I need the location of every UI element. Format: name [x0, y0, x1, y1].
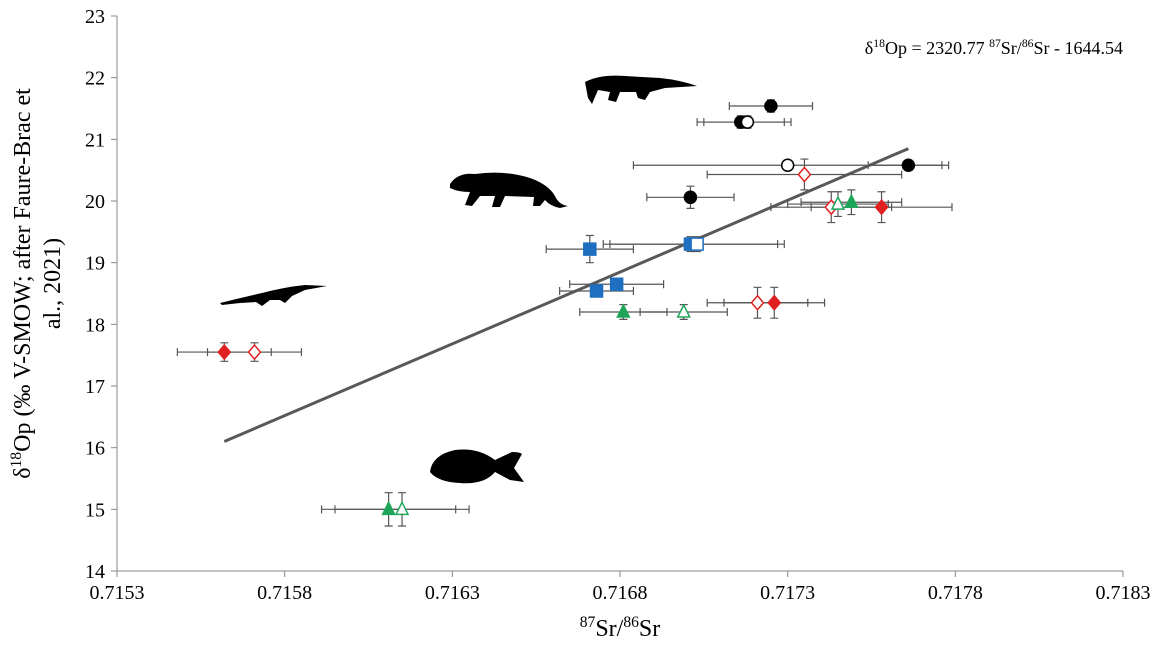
fish-silhouette	[430, 449, 524, 484]
superscript: 18	[8, 452, 25, 468]
data-point	[247, 343, 262, 361]
data-point	[381, 500, 396, 516]
text-part: Sr/	[1001, 38, 1022, 58]
y-tick-label: 14	[85, 561, 105, 583]
y-tick-label: 22	[85, 68, 105, 90]
y-tick-label: 19	[85, 253, 105, 275]
text-part: Op = 2320.77	[885, 38, 989, 58]
trendline	[223, 147, 909, 443]
data-point	[830, 195, 846, 210]
y-tick-label: 20	[85, 191, 105, 213]
data-point	[780, 158, 795, 172]
y-tick-label: 23	[85, 6, 105, 28]
text-part: δ	[865, 38, 873, 58]
y-tick-label: 18	[85, 314, 105, 336]
data-point	[394, 500, 410, 516]
equation: δ18Op = 2320.77 87Sr/86Sr - 1644.54	[865, 37, 1123, 58]
x-tick-label: 0.7173	[760, 582, 815, 604]
data-point	[690, 237, 704, 251]
crocodile-silhouette	[585, 75, 697, 104]
text-part: Sr	[639, 616, 660, 642]
x-tick-label: 0.7153	[90, 582, 145, 604]
x-tick-label: 0.7178	[928, 582, 983, 604]
x-tick-label: 0.7158	[257, 582, 312, 604]
y-tick-label: 21	[85, 129, 105, 151]
y-axis-label: al., 2021)	[40, 238, 66, 329]
data-point	[683, 190, 698, 205]
y-axis-label: δ18Op (‰ V-SMOW; after Faure-Brac et	[8, 88, 36, 479]
data-point	[217, 343, 232, 361]
data-point	[901, 158, 916, 172]
x-tick-label: 0.7183	[1096, 582, 1151, 604]
mammal-silhouette	[450, 172, 568, 208]
data-point	[589, 284, 604, 298]
data-point	[740, 115, 755, 129]
superscript: 87	[989, 37, 1001, 50]
text-part: al., 2021)	[40, 238, 66, 329]
data-point	[874, 199, 889, 216]
gharial-silhouette	[220, 285, 327, 306]
text-part: Sr/	[595, 616, 623, 642]
text-part: Op (‰ V-SMOW; after Faure-Brac et	[10, 88, 36, 452]
data-point	[676, 303, 691, 318]
superscript: 87	[580, 614, 596, 631]
data-point	[844, 193, 859, 208]
superscript: 86	[623, 614, 639, 631]
x-axis-label: 87Sr/86Sr	[580, 614, 661, 642]
x-tick-label: 0.7168	[593, 582, 648, 604]
y-tick-label: 15	[85, 499, 105, 521]
data-point	[797, 166, 812, 183]
superscript: 18	[873, 37, 885, 50]
y-tick-label: 17	[85, 376, 105, 398]
data-point	[583, 242, 597, 256]
silhouettes	[220, 75, 697, 484]
x-tick-label: 0.7163	[425, 582, 480, 604]
data-point	[750, 294, 765, 311]
data-point	[764, 99, 778, 113]
superscript: 86	[1022, 37, 1034, 50]
data-point	[609, 277, 624, 291]
data-point	[616, 303, 631, 318]
data-point	[767, 294, 782, 311]
y-tick-label: 16	[85, 438, 105, 460]
text-part: δ	[10, 467, 36, 478]
text-part: Sr - 1644.54	[1034, 38, 1124, 58]
